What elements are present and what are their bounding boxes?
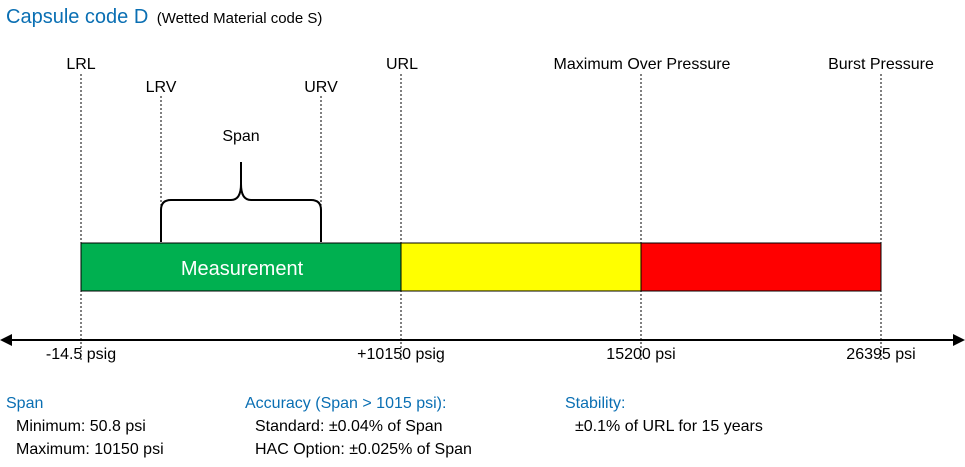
span-minimum: Minimum: 50.8 psi — [16, 418, 146, 435]
lrv-label: LRV — [146, 79, 177, 96]
title-main: Capsule code D — [6, 6, 149, 28]
url-label: URL — [386, 56, 418, 73]
lrl-label: LRL — [66, 56, 95, 73]
urv-label: URV — [304, 79, 338, 96]
burst-pressure-label: Burst Pressure — [828, 56, 934, 73]
accuracy-hac-option: HAC Option: ±0.025% of Span — [255, 441, 472, 458]
axis-left-arrow — [0, 334, 12, 346]
axis-right-arrow — [953, 334, 965, 346]
span-heading: Span — [6, 395, 44, 412]
accuracy-standard: Standard: ±0.04% of Span — [255, 418, 443, 435]
max-over-pressure-label: Maximum Over Pressure — [554, 56, 731, 73]
accuracy-info: Accuracy (Span > 1015 psi): Standard: ±0… — [245, 392, 472, 461]
over-pressure-segment — [640, 242, 882, 292]
span-label: Span — [222, 128, 259, 145]
pressure-range-diagram: LRL LRV URV URL Maximum Over Pressure Bu… — [0, 56, 965, 363]
axis-tick-lrl: -14.5 psig — [46, 346, 116, 363]
span-brace — [160, 162, 322, 242]
stability-value: ±0.1% of URL for 15 years — [575, 418, 763, 435]
title-sub: (Wetted Material code S) — [156, 10, 323, 27]
over-range-segment — [400, 242, 642, 292]
measurement-label: Measurement — [181, 258, 304, 280]
axis-tick-max-over-pressure: 15200 psi — [606, 346, 675, 363]
axis-tick-url: +10150 psig — [357, 346, 445, 363]
stability-heading: Stability: — [565, 395, 626, 412]
axis-tick-burst-pressure: 26395 psi — [846, 346, 915, 363]
diagram-title: Capsule code D (Wetted Material code S) — [6, 6, 322, 29]
accuracy-heading: Accuracy (Span > 1015 psi): — [245, 395, 447, 412]
span-info: Span Minimum: 50.8 psi Maximum: 10150 ps… — [6, 392, 164, 461]
measurement-segment — [80, 242, 402, 292]
span-maximum: Maximum: 10150 psi — [16, 441, 164, 458]
stability-info: Stability: ±0.1% of URL for 15 years — [565, 392, 763, 438]
